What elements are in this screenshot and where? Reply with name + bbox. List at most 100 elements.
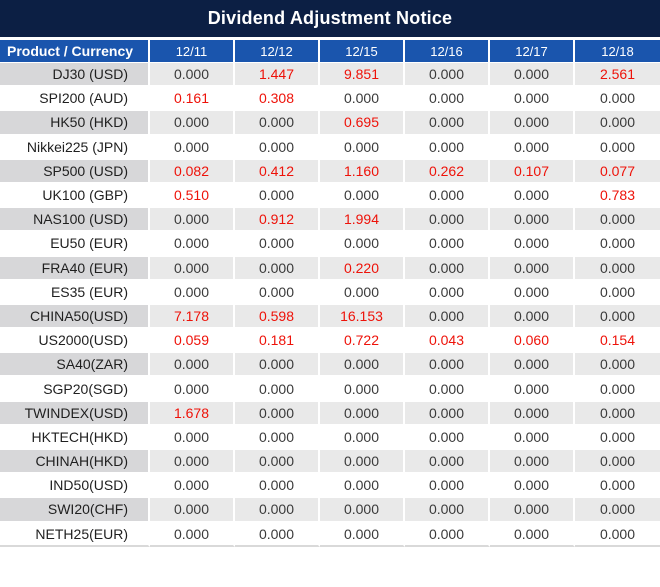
value-cell: 0.154 — [575, 329, 660, 354]
table-row: TWINDEX(USD) 1.678 0.000 0.000 0.000 0.000 0.0… — [0, 401, 660, 426]
value-cell: 1.678 — [150, 401, 235, 426]
value-cell: 0.000 — [235, 425, 320, 450]
product-cell: FRA40 (EUR) — [0, 256, 150, 281]
value-cell: 0.000 — [150, 208, 235, 233]
value-cell: 0.000 — [150, 353, 235, 378]
value-cell: 0.000 — [405, 256, 490, 281]
value-cell: 0.000 — [575, 280, 660, 305]
value-cell: 0.000 — [320, 425, 405, 450]
value-cell: 0.000 — [150, 425, 235, 450]
value-cell: 0.000 — [405, 353, 490, 378]
value-cell: 0.000 — [490, 87, 575, 112]
value-cell: 0.000 — [490, 450, 575, 475]
table-row: Nikkei225 (JPN) 0.000 0.000 0.000 0.000 0.000… — [0, 135, 660, 160]
table-row: DJ30 (USD) 0.000 1.447 9.851 0.000 0.000 2.561 — [0, 63, 660, 88]
value-cell: 0.059 — [150, 329, 235, 354]
value-cell: 0.000 — [405, 135, 490, 160]
value-cell: 0.000 — [575, 135, 660, 160]
product-cell: HK50 (HKD) — [0, 111, 150, 136]
product-cell: NETH25(EUR) — [0, 522, 150, 547]
value-cell: 0.000 — [405, 522, 490, 547]
value-cell: 0.000 — [235, 522, 320, 547]
value-cell: 0.000 — [575, 87, 660, 112]
value-cell: 0.000 — [405, 232, 490, 257]
value-cell: 0.000 — [490, 256, 575, 281]
product-cell: HKTECH(HKD) — [0, 425, 150, 450]
date-header: 12/16 — [405, 40, 490, 63]
value-cell: 1.160 — [320, 159, 405, 184]
table-row: NAS100 (USD) 0.000 0.912 1.994 0.000 0.000 0.0… — [0, 208, 660, 233]
value-cell: 0.000 — [320, 498, 405, 523]
value-cell: 0.412 — [235, 159, 320, 184]
value-cell: 0.000 — [490, 135, 575, 160]
value-cell: 0.000 — [405, 377, 490, 402]
value-cell: 0.000 — [490, 522, 575, 547]
table-row: SWI20(CHF) 0.000 0.000 0.000 0.000 0.000 0.000 — [0, 498, 660, 523]
value-cell: 16.153 — [320, 304, 405, 330]
table-row: CHINAH(HKD) 0.000 0.000 0.000 0.000 0.000 0.00… — [0, 450, 660, 475]
value-cell: 0.000 — [490, 208, 575, 233]
table-body: DJ30 (USD) 0.000 1.447 9.851 0.000 0.000 2.561… — [0, 63, 660, 547]
value-cell: 0.000 — [405, 208, 490, 233]
value-cell: 0.000 — [490, 377, 575, 402]
value-cell: 0.000 — [235, 280, 320, 305]
value-cell: 0.060 — [490, 329, 575, 354]
value-cell: 0.000 — [405, 474, 490, 499]
table-row: SGP20(SGD) 0.000 0.000 0.000 0.000 0.000 0.000 — [0, 377, 660, 402]
table-row: NETH25(EUR) 0.000 0.000 0.000 0.000 0.000 0.00… — [0, 522, 660, 547]
value-cell: 0.000 — [150, 522, 235, 547]
value-cell: 0.000 — [235, 450, 320, 475]
table-row: US2000(USD) 0.059 0.181 0.722 0.043 0.060 0.15… — [0, 329, 660, 354]
value-cell: 0.000 — [490, 183, 575, 209]
notice-title: Dividend Adjustment Notice — [207, 8, 453, 28]
product-cell: CHINAH(HKD) — [0, 450, 150, 475]
table-header-row: Product / Currency 12/11 12/12 12/15 12/16 1… — [0, 40, 660, 63]
date-header: 12/17 — [490, 40, 575, 63]
value-cell: 0.000 — [150, 474, 235, 499]
value-cell: 0.000 — [320, 183, 405, 209]
value-cell: 0.077 — [575, 159, 660, 184]
table-row: IND50(USD) 0.000 0.000 0.000 0.000 0.000 0.000 — [0, 474, 660, 499]
product-cell: SP500 (USD) — [0, 159, 150, 184]
value-cell: 7.178 — [150, 304, 235, 330]
value-cell: 0.000 — [575, 232, 660, 257]
value-cell: 0.000 — [490, 498, 575, 523]
value-cell: 0.000 — [405, 63, 490, 88]
value-cell: 0.000 — [150, 498, 235, 523]
table-row: HKTECH(HKD) 0.000 0.000 0.000 0.000 0.000 0.00… — [0, 425, 660, 450]
table-row: SPI200 (AUD) 0.161 0.308 0.000 0.000 0.000 0.0… — [0, 87, 660, 112]
value-cell: 0.000 — [575, 474, 660, 499]
value-cell: 0.000 — [150, 450, 235, 475]
value-cell: 0.000 — [405, 183, 490, 209]
value-cell: 0.000 — [150, 232, 235, 257]
value-cell: 0.000 — [405, 401, 490, 426]
value-cell: 0.000 — [490, 401, 575, 426]
table-row: UK100 (GBP) 0.510 0.000 0.000 0.000 0.000 0.78… — [0, 183, 660, 209]
value-cell: 0.000 — [575, 377, 660, 402]
dividend-table: Product / Currency 12/11 12/12 12/15 12/16 1… — [0, 40, 660, 547]
value-cell: 0.000 — [235, 401, 320, 426]
value-cell: 0.000 — [320, 474, 405, 499]
value-cell: 0.000 — [490, 425, 575, 450]
value-cell: 0.000 — [575, 498, 660, 523]
product-cell: DJ30 (USD) — [0, 63, 150, 88]
value-cell: 0.000 — [575, 208, 660, 233]
value-cell: 0.000 — [150, 135, 235, 160]
value-cell: 0.000 — [490, 353, 575, 378]
value-cell: 0.000 — [320, 522, 405, 547]
value-cell: 0.000 — [490, 111, 575, 136]
table-row: SA40(ZAR) 0.000 0.000 0.000 0.000 0.000 0.000 — [0, 353, 660, 378]
value-cell: 0.000 — [235, 256, 320, 281]
product-cell: SWI20(CHF) — [0, 498, 150, 523]
value-cell: 0.783 — [575, 183, 660, 209]
date-header: 12/11 — [150, 40, 235, 63]
value-cell: 0.107 — [490, 159, 575, 184]
value-cell: 0.000 — [320, 377, 405, 402]
value-cell: 0.000 — [235, 232, 320, 257]
value-cell: 0.161 — [150, 87, 235, 112]
value-cell: 0.912 — [235, 208, 320, 233]
value-cell: 0.000 — [575, 450, 660, 475]
value-cell: 0.000 — [235, 111, 320, 136]
value-cell: 0.000 — [235, 377, 320, 402]
value-cell: 0.000 — [405, 450, 490, 475]
